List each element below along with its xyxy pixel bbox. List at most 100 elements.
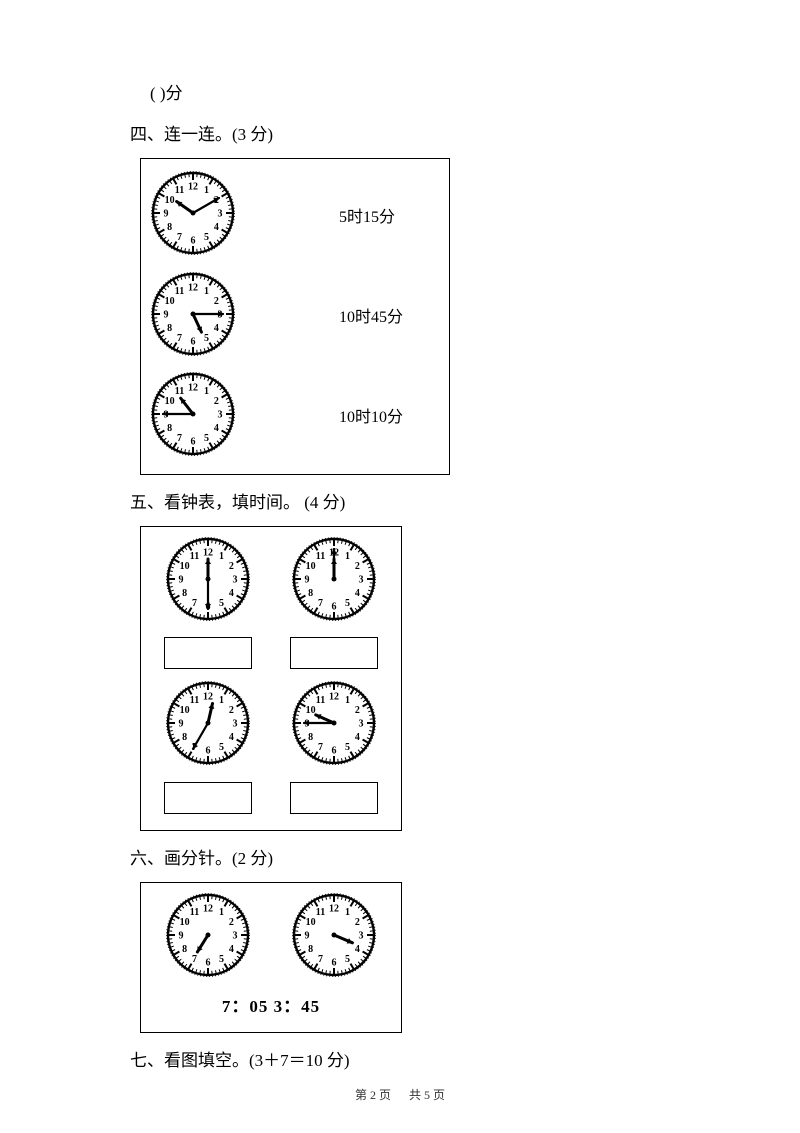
svg-text:5: 5	[219, 954, 224, 965]
svg-text:9: 9	[305, 575, 310, 586]
answer-box[interactable]	[290, 637, 378, 669]
svg-text:8: 8	[182, 588, 187, 599]
answer-box[interactable]	[290, 782, 378, 814]
svg-text:3: 3	[233, 719, 238, 730]
svg-text:6: 6	[206, 957, 211, 968]
svg-text:12: 12	[329, 692, 339, 703]
svg-text:9: 9	[179, 575, 184, 586]
svg-text:12: 12	[203, 903, 213, 914]
q4-label-0: 5时15分	[339, 205, 395, 231]
q6-times: 7：05 3：45	[151, 993, 391, 1020]
clock-icon: 123456789101112	[149, 370, 241, 466]
svg-text:7: 7	[318, 598, 323, 609]
q5-heading: 五、看钟表，填时间。 (4 分)	[130, 489, 700, 516]
svg-text:5: 5	[204, 433, 209, 444]
q5-cell-0: 123456789101112	[151, 535, 265, 669]
svg-text:6: 6	[191, 436, 196, 447]
svg-text:11: 11	[190, 695, 199, 706]
svg-text:10: 10	[180, 705, 190, 716]
q6-cell-1: 123456789101112	[277, 891, 391, 987]
svg-text:3: 3	[359, 930, 364, 941]
svg-text:7: 7	[177, 332, 182, 343]
svg-text:2: 2	[229, 917, 234, 928]
q6-cell-0: 123456789101112	[151, 891, 265, 987]
svg-text:5: 5	[204, 232, 209, 243]
svg-text:11: 11	[175, 286, 184, 297]
answer-box[interactable]	[164, 782, 252, 814]
svg-text:7: 7	[177, 433, 182, 444]
svg-text:2: 2	[355, 561, 360, 572]
svg-text:1: 1	[345, 551, 350, 562]
svg-text:9: 9	[164, 309, 169, 320]
svg-text:10: 10	[180, 917, 190, 928]
svg-text:1: 1	[204, 286, 209, 297]
svg-text:12: 12	[188, 282, 198, 293]
answer-box[interactable]	[164, 637, 252, 669]
svg-text:8: 8	[167, 222, 172, 233]
svg-text:12: 12	[188, 182, 198, 193]
svg-text:2: 2	[214, 296, 219, 307]
svg-text:5: 5	[219, 742, 224, 753]
clock-icon: 123456789101112	[164, 679, 252, 775]
paren-open: (	[150, 84, 156, 103]
page-footer: 第 2 页 共 5 页	[0, 1086, 800, 1103]
svg-text:8: 8	[308, 944, 313, 955]
svg-text:12: 12	[188, 382, 198, 393]
svg-text:6: 6	[332, 957, 337, 968]
svg-text:8: 8	[308, 732, 313, 743]
q5-row-0: 123456789101112 123456789101112	[151, 535, 391, 669]
svg-text:6: 6	[206, 746, 211, 757]
q5-cell-3: 123456789101112	[277, 679, 391, 813]
svg-text:2: 2	[355, 917, 360, 928]
svg-text:4: 4	[229, 588, 234, 599]
svg-text:6: 6	[332, 746, 337, 757]
svg-text:4: 4	[355, 588, 360, 599]
svg-text:5: 5	[345, 954, 350, 965]
q4-heading: 四、连一连。(3 分)	[130, 121, 700, 148]
svg-text:9: 9	[164, 209, 169, 220]
svg-text:6: 6	[332, 602, 337, 613]
clock-icon: 123456789101112	[149, 270, 241, 366]
svg-text:9: 9	[179, 930, 184, 941]
svg-text:10: 10	[165, 396, 175, 407]
svg-text:1: 1	[219, 907, 224, 918]
svg-text:4: 4	[214, 323, 219, 334]
svg-text:1: 1	[204, 386, 209, 397]
svg-text:4: 4	[214, 423, 219, 434]
footer-total: 共 5 页	[409, 1088, 445, 1102]
blank-answer-line: ( )分	[150, 80, 700, 107]
q5-cell-2: 123456789101112	[151, 679, 265, 813]
svg-text:1: 1	[219, 551, 224, 562]
svg-text:10: 10	[165, 195, 175, 206]
svg-text:3: 3	[218, 409, 223, 420]
svg-text:10: 10	[180, 561, 190, 572]
svg-text:4: 4	[355, 944, 360, 955]
svg-text:8: 8	[182, 944, 187, 955]
svg-text:11: 11	[190, 907, 199, 918]
svg-text:7: 7	[192, 598, 197, 609]
q7-heading: 七、看图填空。(3＋7＝10 分)	[130, 1047, 700, 1074]
q4-row-2: 123456789101112 10时10分	[149, 370, 441, 466]
svg-text:5: 5	[204, 332, 209, 343]
svg-text:10: 10	[165, 296, 175, 307]
q4-label-1: 10时45分	[339, 305, 403, 331]
svg-text:5: 5	[219, 598, 224, 609]
svg-text:3: 3	[233, 930, 238, 941]
svg-text:3: 3	[218, 209, 223, 220]
svg-text:10: 10	[306, 561, 316, 572]
svg-text:2: 2	[229, 561, 234, 572]
svg-text:7: 7	[318, 954, 323, 965]
q6-block: 123456789101112 123456789101112 7：05 3：4…	[140, 882, 402, 1033]
q6-row: 123456789101112 123456789101112	[151, 891, 391, 987]
clock-icon: 123456789101112	[290, 535, 378, 631]
svg-text:3: 3	[359, 575, 364, 586]
svg-text:7: 7	[177, 232, 182, 243]
q4-block: 123456789101112 5时15分 123456789101112 10…	[140, 158, 450, 475]
svg-text:6: 6	[191, 236, 196, 247]
footer-page: 第 2 页	[355, 1088, 391, 1102]
svg-text:8: 8	[167, 323, 172, 334]
svg-text:11: 11	[175, 185, 184, 196]
svg-text:2: 2	[355, 705, 360, 716]
clock-icon: 123456789101112	[149, 169, 241, 265]
svg-text:5: 5	[345, 598, 350, 609]
